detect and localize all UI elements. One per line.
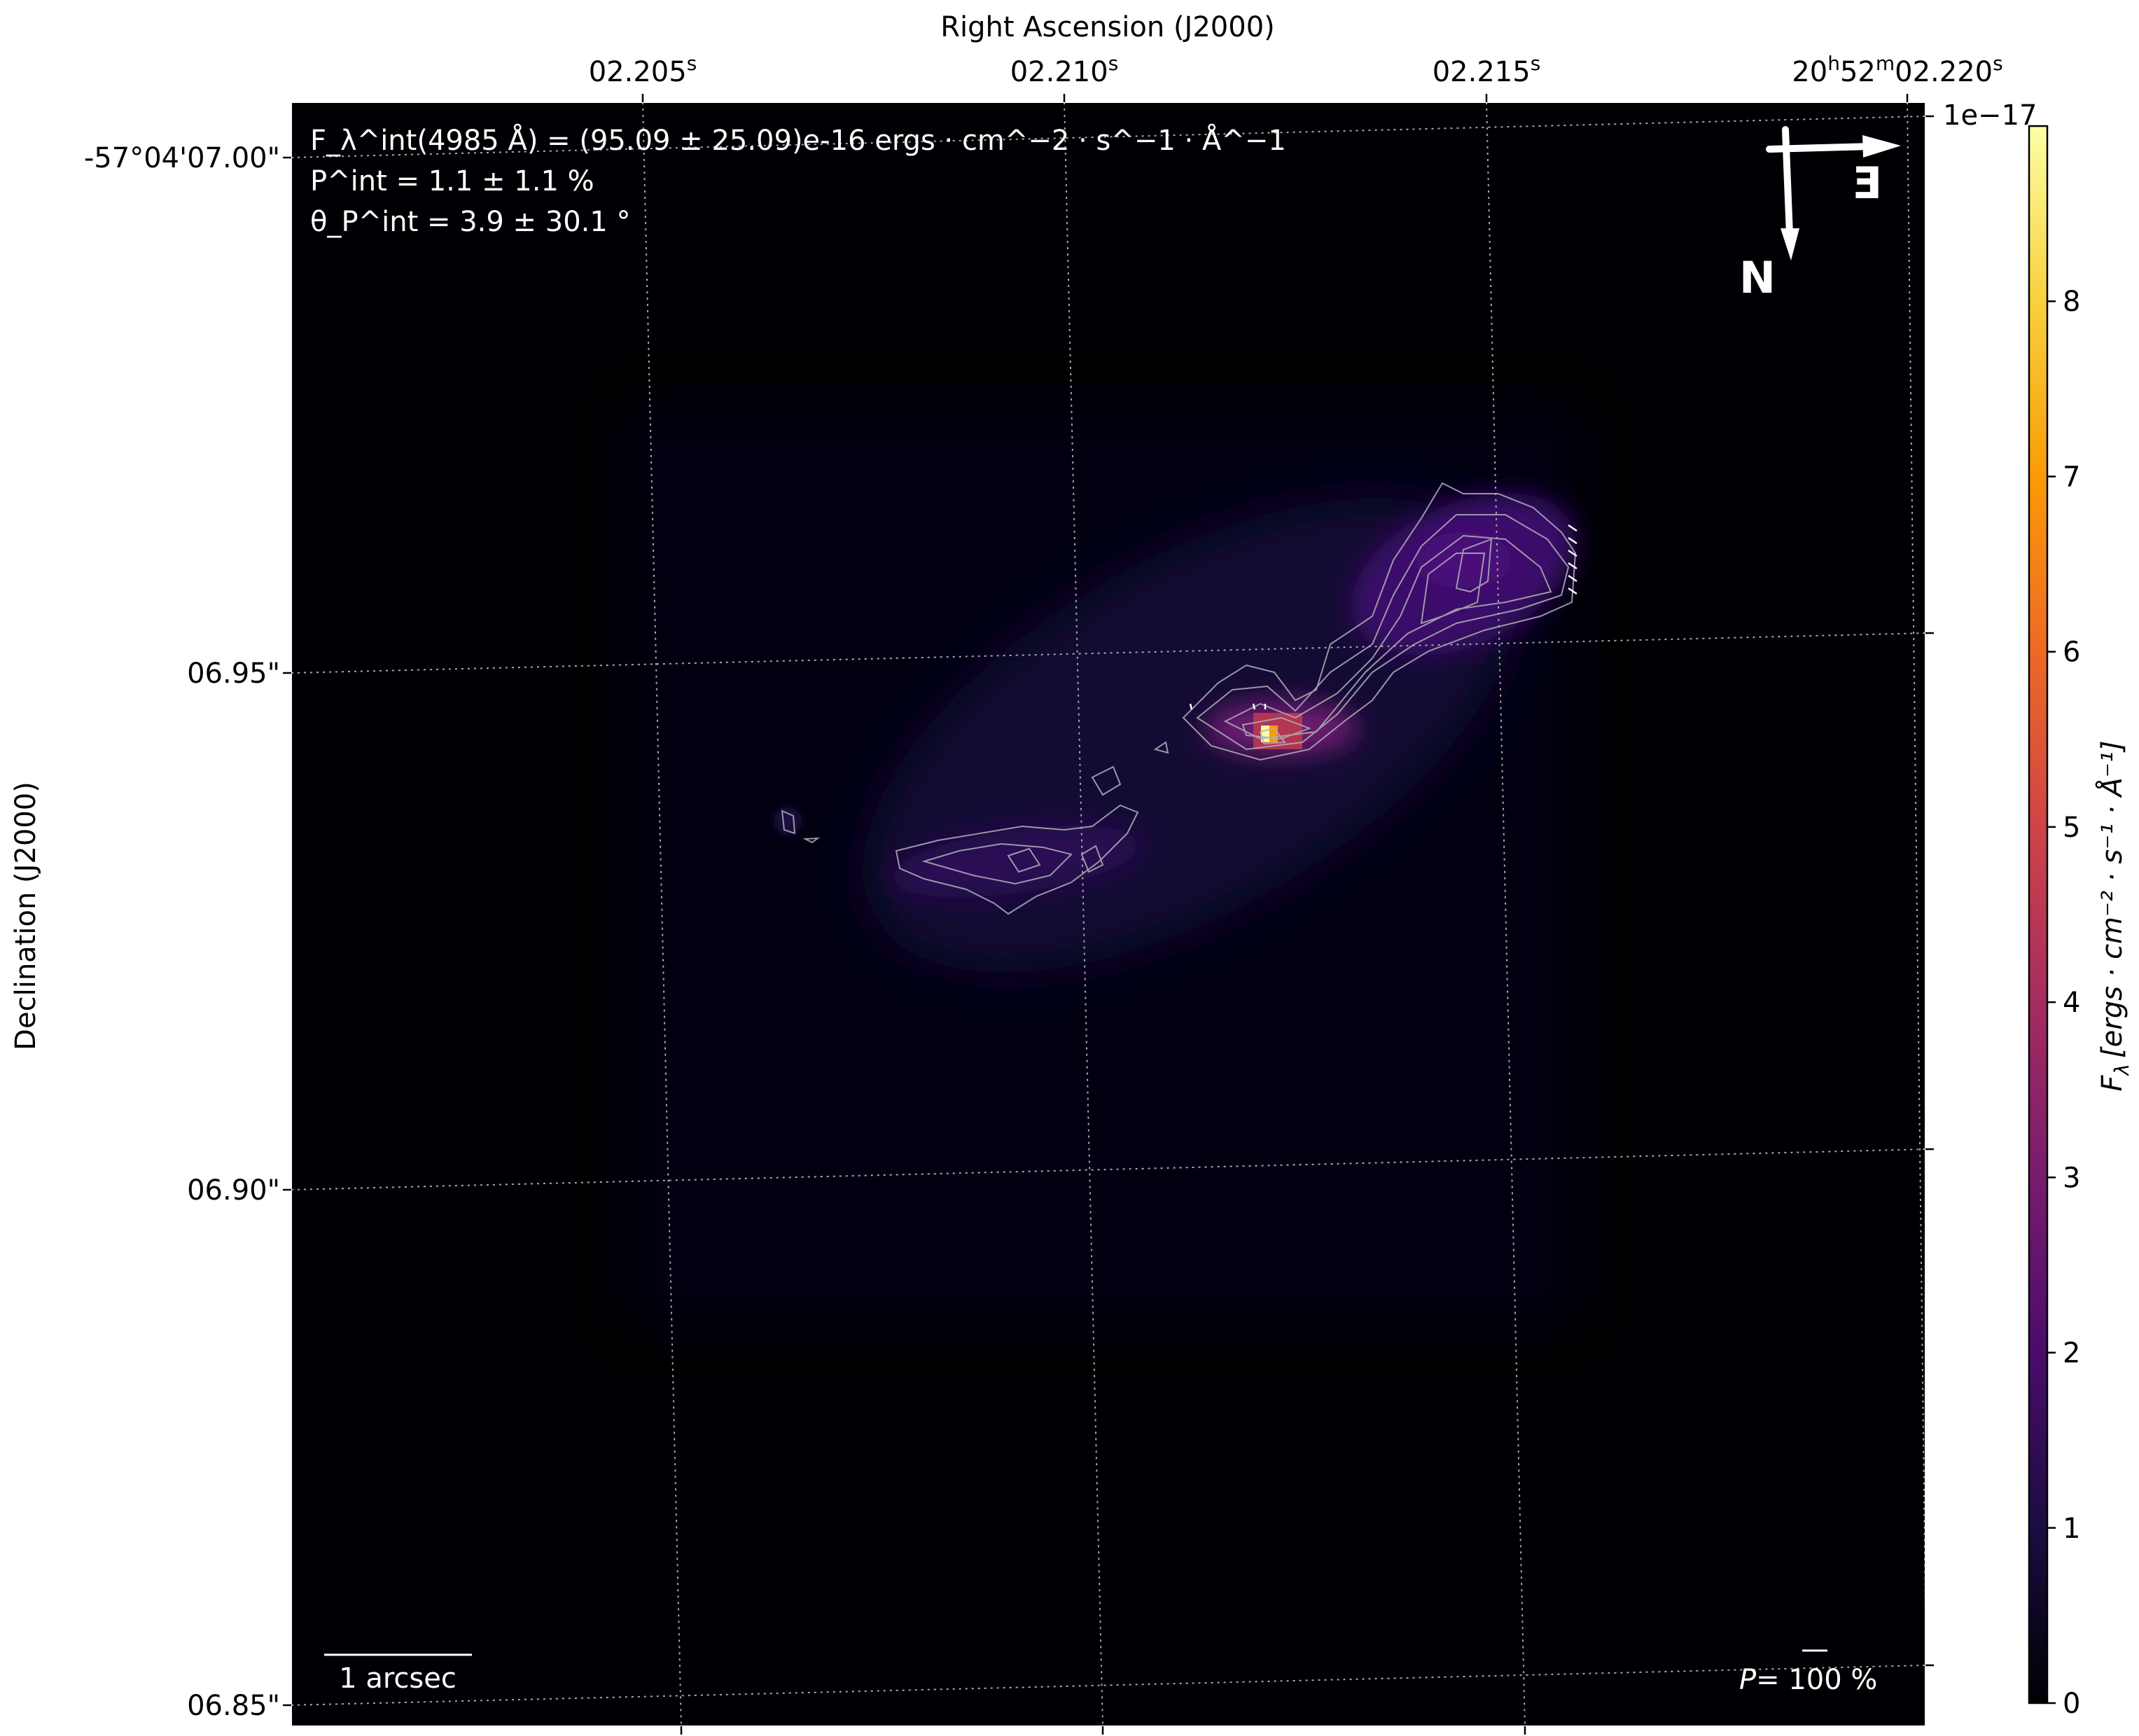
colorbar-tick-label: 7 [2063,461,2080,493]
contour-small-blob [781,810,796,835]
grid-dec-3 [291,1148,1925,1190]
integrated-annotations: F_λ^int(4985 Å) = (95.09 ± 25.09)e-16 er… [310,123,1286,238]
pol-vector [1568,574,1577,583]
x-tick-label: 02.205s [589,52,697,88]
colorbar-offset: 1e−17 [1943,99,2037,132]
emission-map [630,410,1577,1321]
grid-dec-2 [291,632,1925,674]
pol-vector [1568,549,1577,557]
grid-dec-4 [291,1665,1925,1706]
pol-vector [1252,703,1256,710]
contour-3 [1223,534,1552,740]
colorbar-tick-label: 8 [2063,286,2080,318]
x-tick-label: 02.210s [1010,52,1119,88]
compass: E N [1739,126,1901,303]
y-tick-label: -57°04'07.00" [84,142,280,174]
contours [781,482,1577,915]
colorbar-tick-label: 4 [2063,987,2080,1019]
contour-arm-knot2 [1080,845,1104,873]
colorbar-label: Fλ[ergs · cm⁻² · s⁻¹ · Å⁻¹] [2095,740,2133,1091]
y-tick-label: 06.95" [187,658,280,690]
contour-upper-peak [1455,538,1493,593]
pol-vector [1189,703,1193,710]
flux-annotation: F_λ^int(4985 Å) = (95.09 ± 25.09)e-16 er… [310,123,1286,157]
north-arrow-shaft [1782,126,1793,238]
polarization-vectors [1189,524,1577,710]
colorbar-tick-label: 3 [2063,1162,2080,1194]
grid [291,102,1925,1726]
contour-outer [1182,482,1577,761]
pol-vector [1568,562,1577,570]
contour-4 [1241,716,1311,740]
north-arrow-head [1781,228,1799,261]
pol-angle-annotation: θ_P^int = 3.9 ± 30.1 ° [310,206,631,238]
east-arrow-head [1862,135,1901,158]
x-tick-label: 02.215s [1433,52,1541,88]
colorbar-tick-label: 0 [2063,1688,2080,1720]
contour-arm-outer [895,804,1139,915]
x-axis-label: Right Ascension (J2000) [940,11,1275,43]
contour-bridge [1091,765,1122,796]
lower-arm [890,825,1141,898]
colorbar-ticks: 0 1 2 3 4 5 6 7 8 [2047,286,2080,1720]
y-tick-label: 06.85" [187,1690,280,1722]
pol-vector [1568,536,1577,545]
colorbar-tick-label: 6 [2063,637,2080,669]
east-label: E [1853,158,1882,209]
axis-ticks [283,94,1934,1735]
contour-small-blob2 [802,837,821,844]
contour-2 [1196,514,1570,751]
x-tick-label: 20h52m02.220s [1792,52,2002,88]
contour-arm-inner [921,842,1073,885]
scale-bar-label: 1 arcsec [339,1662,457,1695]
y-axis-label: Declination (J2000) [10,782,42,1050]
colorbar-gradient [2028,125,2049,1704]
pol-vector [1568,524,1577,532]
colorbar-tick-label: 2 [2063,1338,2080,1370]
pol-degree-annotation: P^int = 1.1 ± 1.1 % [310,165,594,197]
colorbar-tick-label: 1 [2063,1513,2080,1545]
colorbar: 0 1 2 3 4 5 6 7 8 1e−17 Fλ[ergs · cm⁻² · s⁻¹ · Å… [1943,99,2133,1720]
y-tick-label: 06.90" [187,1174,280,1207]
contour-upper-inner [1420,553,1486,625]
north-label: N [1739,252,1776,303]
contour-core [1259,727,1286,745]
plot-frame [291,102,1926,1727]
contour-arm-knot [1007,847,1041,873]
pol-vector [1568,587,1577,595]
colorbar-tick-label: 5 [2063,812,2080,844]
contour-bridge2 [1153,741,1169,754]
grid-dec-1 [291,116,1925,158]
pol-scale-label: P= 100 % [1739,1664,1877,1696]
upper-lobe-peak [1414,532,1512,588]
